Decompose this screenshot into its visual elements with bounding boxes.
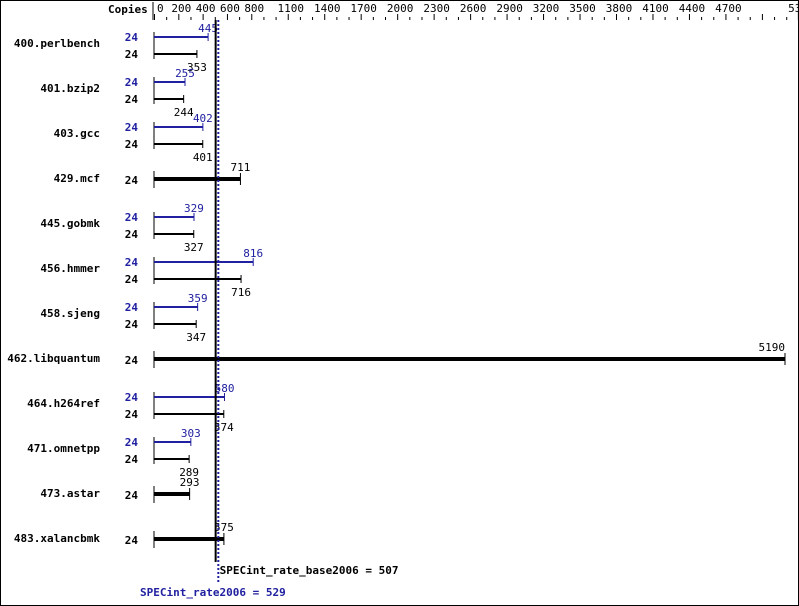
base-copies: 24 bbox=[125, 273, 139, 286]
peak-value-label: 359 bbox=[188, 292, 208, 305]
x-tick-label: 200 bbox=[171, 2, 191, 15]
base-copies: 24 bbox=[125, 48, 139, 61]
x-tick-label: 4100 bbox=[642, 2, 669, 15]
x-tick-label: 4400 bbox=[679, 2, 706, 15]
benchmark-label: 400.perlbench bbox=[14, 37, 100, 50]
benchmark-label: 462.libquantum bbox=[7, 352, 100, 365]
benchmark-label: 458.sjeng bbox=[40, 307, 100, 320]
peak-copies: 24 bbox=[125, 391, 139, 404]
x-tick-label: 800 bbox=[244, 2, 264, 15]
base-copies: 24 bbox=[125, 489, 139, 502]
base-copies: 24 bbox=[125, 138, 139, 151]
base-copies: 24 bbox=[125, 453, 139, 466]
peak-copies: 24 bbox=[125, 256, 139, 269]
x-tick-label: 1400 bbox=[314, 2, 341, 15]
peak-metric-label: SPECint_rate2006 = 529 bbox=[140, 586, 286, 599]
x-tick-label: 1100 bbox=[277, 2, 304, 15]
x-tick-label: 5300 bbox=[788, 2, 799, 15]
benchmark-label: 401.bzip2 bbox=[40, 82, 100, 95]
peak-copies: 24 bbox=[125, 436, 139, 449]
benchmark-label: 429.mcf bbox=[54, 172, 100, 185]
base-metric-label: SPECint_rate_base2006 = 507 bbox=[220, 564, 399, 577]
base-value-label: 716 bbox=[231, 286, 251, 299]
base-value-label: 327 bbox=[184, 241, 204, 254]
benchmark-label: 445.gobmk bbox=[40, 217, 100, 230]
base-value-label: 293 bbox=[180, 476, 200, 489]
base-copies: 24 bbox=[125, 174, 139, 187]
peak-value-label: 255 bbox=[175, 67, 195, 80]
x-tick-label: 3200 bbox=[533, 2, 560, 15]
x-tick-label: 0 bbox=[157, 2, 164, 15]
base-copies: 24 bbox=[125, 228, 139, 241]
base-copies: 24 bbox=[125, 93, 139, 106]
base-value-label: 575 bbox=[214, 521, 234, 534]
peak-value-label: 329 bbox=[184, 202, 204, 215]
peak-value-label: 445 bbox=[198, 22, 218, 35]
base-value-label: 574 bbox=[214, 421, 234, 434]
peak-copies: 24 bbox=[125, 31, 139, 44]
base-copies: 24 bbox=[125, 318, 139, 331]
peak-value-label: 580 bbox=[215, 382, 235, 395]
peak-value-label: 816 bbox=[243, 247, 263, 260]
base-value-label: 353 bbox=[187, 61, 207, 74]
x-tick-label: 2900 bbox=[496, 2, 523, 15]
peak-value-label: 402 bbox=[193, 112, 213, 125]
copies-header: Copies bbox=[108, 3, 148, 16]
x-tick-label: 2300 bbox=[423, 2, 450, 15]
base-value-label: 289 bbox=[179, 466, 199, 479]
benchmark-label: 471.omnetpp bbox=[27, 442, 100, 455]
x-tick-label: 2600 bbox=[460, 2, 487, 15]
base-copies: 24 bbox=[125, 534, 139, 547]
base-value-label: 711 bbox=[231, 161, 251, 174]
peak-copies: 24 bbox=[125, 211, 139, 224]
x-tick-label: 3800 bbox=[606, 2, 633, 15]
base-value-label: 347 bbox=[186, 331, 206, 344]
x-tick-label: 4700 bbox=[715, 2, 742, 15]
x-tick-label: 600 bbox=[220, 2, 240, 15]
peak-value-label: 303 bbox=[181, 427, 201, 440]
base-copies: 24 bbox=[125, 354, 139, 367]
base-value-label: 401 bbox=[193, 151, 213, 164]
base-value-label: 5190 bbox=[759, 341, 786, 354]
x-tick-label: 2000 bbox=[387, 2, 414, 15]
benchmark-label: 464.h264ref bbox=[27, 397, 100, 410]
base-copies: 24 bbox=[125, 408, 139, 421]
benchmark-label: 403.gcc bbox=[54, 127, 100, 140]
peak-copies: 24 bbox=[125, 121, 139, 134]
benchmark-label: 473.astar bbox=[40, 487, 100, 500]
peak-copies: 24 bbox=[125, 301, 139, 314]
base-value-label: 244 bbox=[174, 106, 194, 119]
x-tick-label: 3500 bbox=[569, 2, 596, 15]
x-tick-label: 1700 bbox=[350, 2, 377, 15]
benchmark-label: 483.xalancbmk bbox=[14, 532, 100, 545]
x-tick-label: 400 bbox=[196, 2, 216, 15]
benchmark-label: 456.hmmer bbox=[40, 262, 100, 275]
peak-copies: 24 bbox=[125, 76, 139, 89]
